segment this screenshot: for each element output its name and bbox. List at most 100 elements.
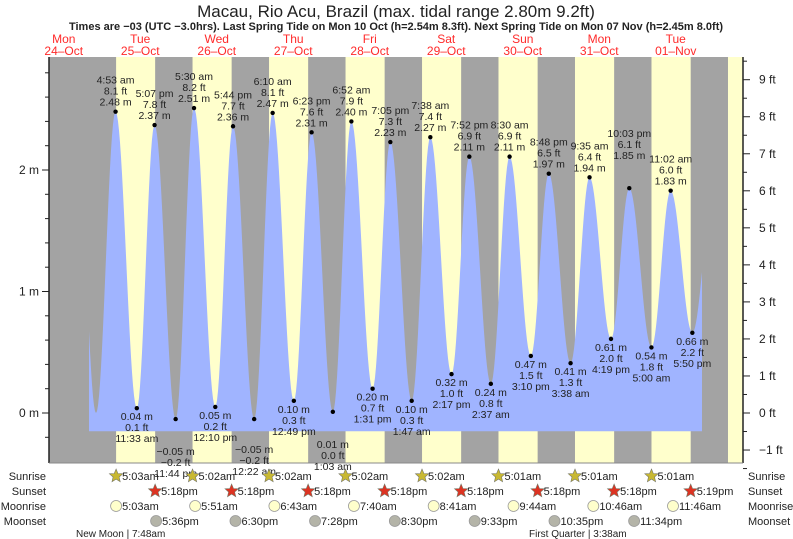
tide-point — [568, 360, 573, 366]
tide-time: 10:03 pm — [607, 128, 651, 140]
tide-ft: 0.2 ft — [204, 421, 227, 433]
moonrise-icon — [189, 500, 202, 512]
tide-point — [330, 409, 336, 414]
tide-m: 0.54 m — [635, 350, 667, 362]
day-name: Wed — [205, 32, 229, 46]
tide-time: 1:31 pm — [354, 414, 392, 426]
tide-ft: 7.3 ft — [379, 116, 402, 128]
moonset-time: 7:28pm — [321, 516, 358, 528]
tide-point — [251, 416, 257, 422]
tide-m: 0.04 m — [121, 411, 153, 423]
sunrise-icon — [491, 468, 506, 483]
sunrise-time: 5:02am — [275, 471, 312, 483]
tide-ft: 6.4 ft — [578, 151, 601, 163]
sunrise-time: 5:01am — [581, 471, 618, 483]
day-name: Sun — [512, 32, 533, 46]
day-date: 28–Oct — [350, 44, 389, 58]
day-name: Tue — [666, 32, 687, 46]
sunset-icon — [530, 483, 546, 498]
tide-m: 2.37 m — [139, 110, 171, 122]
sunset-icon — [224, 483, 240, 498]
tide-time: 4:19 pm — [592, 364, 630, 376]
right-tick-label: −1 ft — [759, 443, 783, 457]
tide-m: 1.97 m — [533, 159, 565, 171]
moonrise-time: 6:43am — [280, 501, 317, 513]
tide-m: 0.05 m — [199, 410, 231, 422]
right-tick-label: 8 ft — [759, 110, 776, 124]
moon-phase: New Moon | 7:48am — [76, 529, 165, 539]
left-tick-label: 0 m — [19, 406, 39, 420]
day-name: Sat — [437, 32, 456, 46]
sunrise-time: 5:02am — [352, 471, 389, 483]
tide-m: 2.36 m — [217, 111, 249, 123]
sunset-time: 5:18pm — [314, 486, 351, 498]
sunrise-time: 5:01am — [504, 471, 541, 483]
day-date: 24–Oct — [44, 44, 83, 58]
tide-point — [507, 154, 512, 159]
tide-time: 4:53 am — [97, 75, 135, 87]
day-date: 29–Oct — [427, 44, 466, 58]
sunrise-icon — [338, 468, 353, 483]
moonrise-icon — [348, 500, 360, 512]
right-tick-label: 1 ft — [759, 369, 776, 383]
moonrise-icon — [507, 500, 520, 512]
tide-ft: 0.3 ft — [282, 415, 305, 427]
tide-m: 0.10 m — [396, 404, 428, 416]
moonset-time: 9:33pm — [481, 516, 518, 528]
tide-time: 8:48 pm — [530, 137, 568, 149]
moonrise-row-label: Moonrise — [1, 501, 46, 513]
moonset-icon — [468, 515, 481, 527]
tide-ft: −0.2 ft — [161, 457, 191, 469]
tide-point — [488, 381, 494, 387]
right-tick-label: 7 ft — [759, 147, 776, 161]
tide-ft: −0.2 ft — [239, 455, 269, 467]
tide-time: 3:10 pm — [512, 381, 550, 393]
right-tick-label: 5 ft — [759, 221, 776, 235]
tide-ft: 8.2 ft — [182, 82, 205, 94]
tide-m: 2.51 m — [178, 93, 210, 105]
right-tick-label: 9 ft — [759, 73, 776, 87]
right-tick-label: 6 ft — [759, 184, 776, 198]
tide-ft: 2.2 ft — [681, 347, 704, 359]
tide-m: 1.83 m — [655, 176, 687, 188]
tide-time: 11:33 am — [115, 433, 158, 445]
moonset-time: 10:35pm — [560, 516, 603, 528]
moonrise-icon — [110, 500, 122, 512]
moonrise-icon — [667, 500, 679, 512]
day-name: Mon — [52, 32, 75, 46]
tide-point — [191, 105, 197, 111]
moonrise-time: 9:44am — [520, 501, 557, 513]
tide-m: 0.61 m — [595, 342, 627, 354]
moonset-icon — [548, 515, 561, 527]
sunrise-icon — [185, 468, 200, 483]
sunrise-time: 5:01am — [657, 471, 694, 483]
sunset-row-label-right: Sunset — [748, 486, 782, 498]
tide-point — [291, 398, 297, 404]
tide-point — [546, 171, 551, 176]
tide-m: 1.85 m — [613, 150, 645, 162]
moonset-time: 5:36pm — [162, 516, 199, 528]
tide-m: −0.05 m — [157, 446, 195, 458]
tide-point — [627, 186, 632, 191]
tide-ft: 0.1 ft — [125, 422, 148, 434]
moonset-row-label: Moonset — [4, 516, 46, 528]
tide-curve — [89, 108, 702, 432]
tide-point — [649, 345, 654, 350]
right-tick-label: 3 ft — [759, 295, 776, 309]
right-tick-label: 0 ft — [759, 406, 776, 420]
tide-m: −0.05 m — [235, 444, 273, 456]
tide-ft: 1.0 ft — [440, 388, 463, 400]
sunset-time: 5:18pm — [391, 486, 428, 498]
tide-point — [134, 405, 140, 411]
chart-subtitle: Times are −03 (UTC −3.0hrs). Last Spring… — [69, 21, 723, 33]
tide-time: 5:30 am — [175, 71, 213, 83]
tide-time: 5:44 pm — [214, 89, 252, 101]
tide-point — [690, 330, 695, 336]
sunset-icon — [377, 483, 393, 498]
moonset-icon — [388, 515, 401, 527]
sunrise-time: 5:02am — [199, 471, 236, 483]
tide-m: 2.23 m — [374, 127, 406, 139]
tide-point — [388, 139, 393, 145]
tide-time: 11:02 am — [649, 154, 692, 166]
